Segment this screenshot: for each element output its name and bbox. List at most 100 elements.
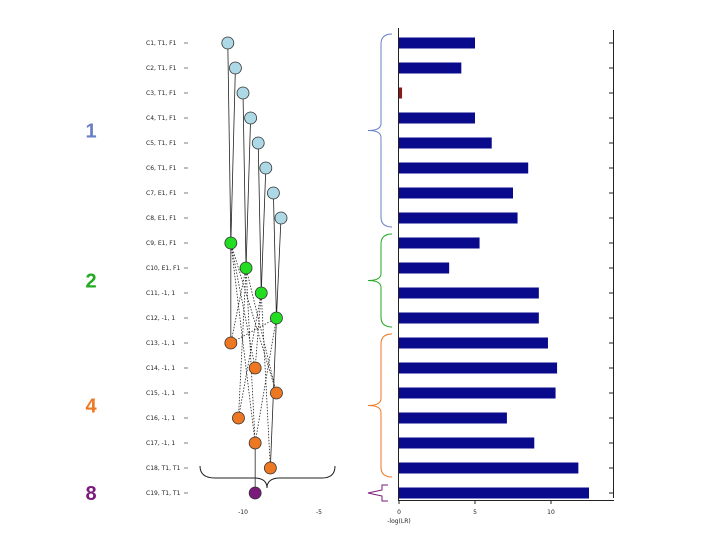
lattice-node — [263, 461, 277, 475]
row-label: C3, T1, F1 — [146, 90, 177, 97]
row-label: C15, -1, 1 — [146, 390, 175, 397]
lattice-node — [270, 386, 283, 400]
group-brace — [367, 233, 393, 328]
lattice-edges — [227, 42, 282, 493]
lattice-edge-dashed — [245, 267, 277, 394]
lattice-node — [266, 186, 280, 200]
row-label: C2, T1, F1 — [146, 65, 177, 72]
row-label: C9, E1, F1 — [146, 240, 177, 247]
lattice-node — [221, 36, 235, 50]
lattice-edge-dashed — [238, 267, 247, 419]
lattice-node — [228, 61, 242, 75]
lattice-edge — [273, 192, 277, 319]
row-label: C7, E1, F1 — [146, 190, 177, 197]
row-label: C8, E1, F1 — [146, 215, 177, 222]
bar — [399, 62, 462, 74]
lattice-edge — [245, 117, 251, 269]
lattice-edge-dashed — [245, 267, 256, 444]
row-label: C12, -1, 1 — [146, 315, 175, 322]
group-brace — [367, 33, 393, 228]
bar — [399, 237, 480, 249]
bar — [399, 112, 475, 124]
bar — [399, 312, 539, 324]
lattice-edge-dashed — [238, 292, 262, 419]
lattice-node — [239, 261, 253, 275]
group-braces — [367, 33, 393, 502]
group-number: 2 — [85, 271, 96, 293]
bar — [399, 187, 513, 199]
row-label: C17, -1, 1 — [146, 440, 175, 447]
lattice-node — [248, 361, 262, 375]
row-label: C6, T1, F1 — [146, 165, 177, 172]
bar — [399, 262, 450, 274]
x-axis-title: -log(LR) — [387, 518, 411, 525]
row-labels: C1, T1, F1 C2, T1, F1 C3, T1, F1 C4, T1, F1… — [146, 40, 188, 497]
bar — [399, 437, 535, 449]
lattice-node — [248, 436, 262, 450]
lattice-node — [251, 136, 265, 150]
lattice-edge-dashed — [230, 242, 256, 444]
bar-axes: 0 5 10 — [397, 28, 614, 516]
lattice-node — [270, 311, 283, 325]
bar — [399, 212, 518, 224]
lattice-node — [224, 336, 238, 350]
bar — [399, 487, 589, 499]
lattice-edge — [276, 217, 282, 319]
lattice-node — [244, 111, 258, 125]
lattice-node — [232, 411, 245, 425]
lattice-edge — [260, 167, 267, 294]
group-brace — [367, 484, 388, 502]
lattice-x-axis: -10 -5 — [238, 509, 322, 516]
bar — [399, 337, 548, 349]
row-label: C19, T1, T1 — [146, 490, 181, 497]
x-tick-label: 5 — [473, 509, 477, 516]
bar — [399, 462, 579, 474]
group-brace — [367, 333, 393, 478]
row-label: C16, -1, 1 — [146, 415, 175, 422]
bar — [399, 387, 556, 399]
lattice-edge-dashed — [230, 267, 247, 344]
lattice-edge-dashed — [230, 317, 277, 344]
row-label: C11, -1, 1 — [146, 290, 175, 297]
lattice-tick-label: -5 — [316, 509, 322, 516]
row-label: C5, T1, F1 — [146, 140, 177, 147]
lattice-node — [236, 86, 250, 100]
bar — [399, 162, 529, 174]
lattice-edge — [230, 67, 236, 244]
x-tick-label: 0 — [397, 509, 401, 516]
lattice-tick-label: -10 — [238, 509, 248, 516]
bar — [399, 412, 507, 424]
lattice-edge-dashed — [230, 242, 277, 394]
lattice-edge-dashed — [254, 292, 262, 369]
lattice-node — [248, 486, 262, 500]
bottom-brace — [199, 465, 336, 489]
bars — [399, 37, 613, 499]
lattice-edge-dashed — [254, 317, 277, 444]
lattice-node — [274, 211, 288, 225]
lattice-edge — [227, 42, 232, 244]
lattice-node — [259, 161, 273, 175]
bar — [399, 87, 403, 99]
row-label: C4, T1, F1 — [146, 115, 177, 122]
group-labels: 1 2 4 8 — [85, 121, 97, 506]
row-label: C10, E1, F1 — [146, 265, 181, 272]
lattice-node — [224, 236, 238, 250]
row-label: C1, T1, F1 — [146, 40, 177, 47]
group-number: 8 — [85, 483, 96, 505]
lattice-edge — [242, 92, 247, 269]
bar — [399, 37, 475, 49]
x-tick-label: 10 — [547, 509, 555, 516]
lattice-node — [254, 286, 268, 300]
bar — [399, 362, 558, 374]
lattice-edge-dashed — [230, 242, 256, 369]
group-number: 4 — [85, 396, 97, 418]
lattice-edge — [257, 142, 262, 294]
row-label: C14, -1, 1 — [146, 365, 175, 372]
bar — [399, 287, 539, 299]
bar — [399, 137, 492, 149]
group-number: 1 — [85, 121, 96, 143]
lattice-nodes — [221, 36, 288, 500]
row-label: C18, T1, T1 — [146, 465, 181, 472]
row-label: C13, -1, 1 — [146, 340, 175, 347]
